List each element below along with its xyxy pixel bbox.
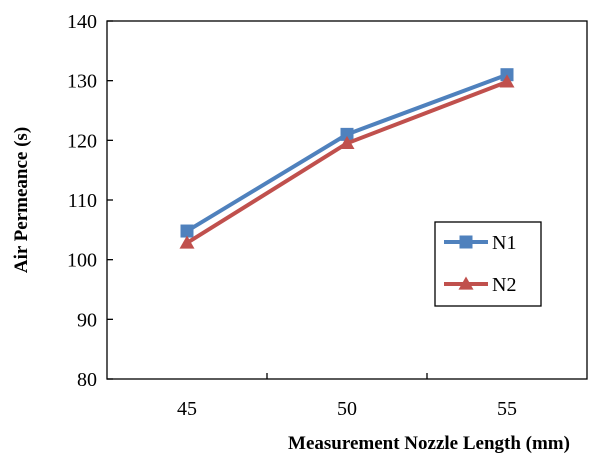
data-point-n2	[499, 74, 515, 88]
y-tick-label: 140	[67, 11, 97, 33]
y-tick-label: 90	[77, 309, 97, 331]
y-tick-label: 130	[67, 71, 97, 93]
x-tick-label: 55	[497, 398, 517, 420]
series-group	[179, 68, 515, 249]
legend-box	[434, 221, 542, 307]
legend-marker-n2	[458, 276, 474, 290]
y-axis-label: Air Permeance (s)	[11, 127, 32, 273]
legend-label-n2: N2	[492, 274, 516, 296]
series-n2	[179, 74, 515, 249]
x-tick-label: 50	[337, 398, 357, 420]
legend-marker-n1	[459, 235, 473, 249]
y-tick-label: 110	[68, 190, 97, 212]
y-tick-label: 100	[67, 250, 97, 272]
plot-area	[106, 20, 588, 380]
x-axis-ticks: 45 50 55	[177, 373, 517, 420]
x-axis-label: Measurement Nozzle Length (mm)	[288, 433, 570, 454]
x-tick-label: 45	[177, 398, 197, 420]
data-point-n1	[340, 127, 354, 141]
data-point-n1	[180, 224, 194, 238]
legend-label-n1: N1	[492, 232, 516, 254]
y-axis-ticks: 80 90 100 110 120 130 140	[67, 11, 113, 391]
legend: N1 N2	[434, 221, 542, 307]
data-point-n2	[339, 135, 355, 149]
y-tick-label: 80	[77, 369, 97, 391]
y-tick-label: 120	[67, 130, 97, 152]
data-point-n2	[179, 235, 195, 249]
